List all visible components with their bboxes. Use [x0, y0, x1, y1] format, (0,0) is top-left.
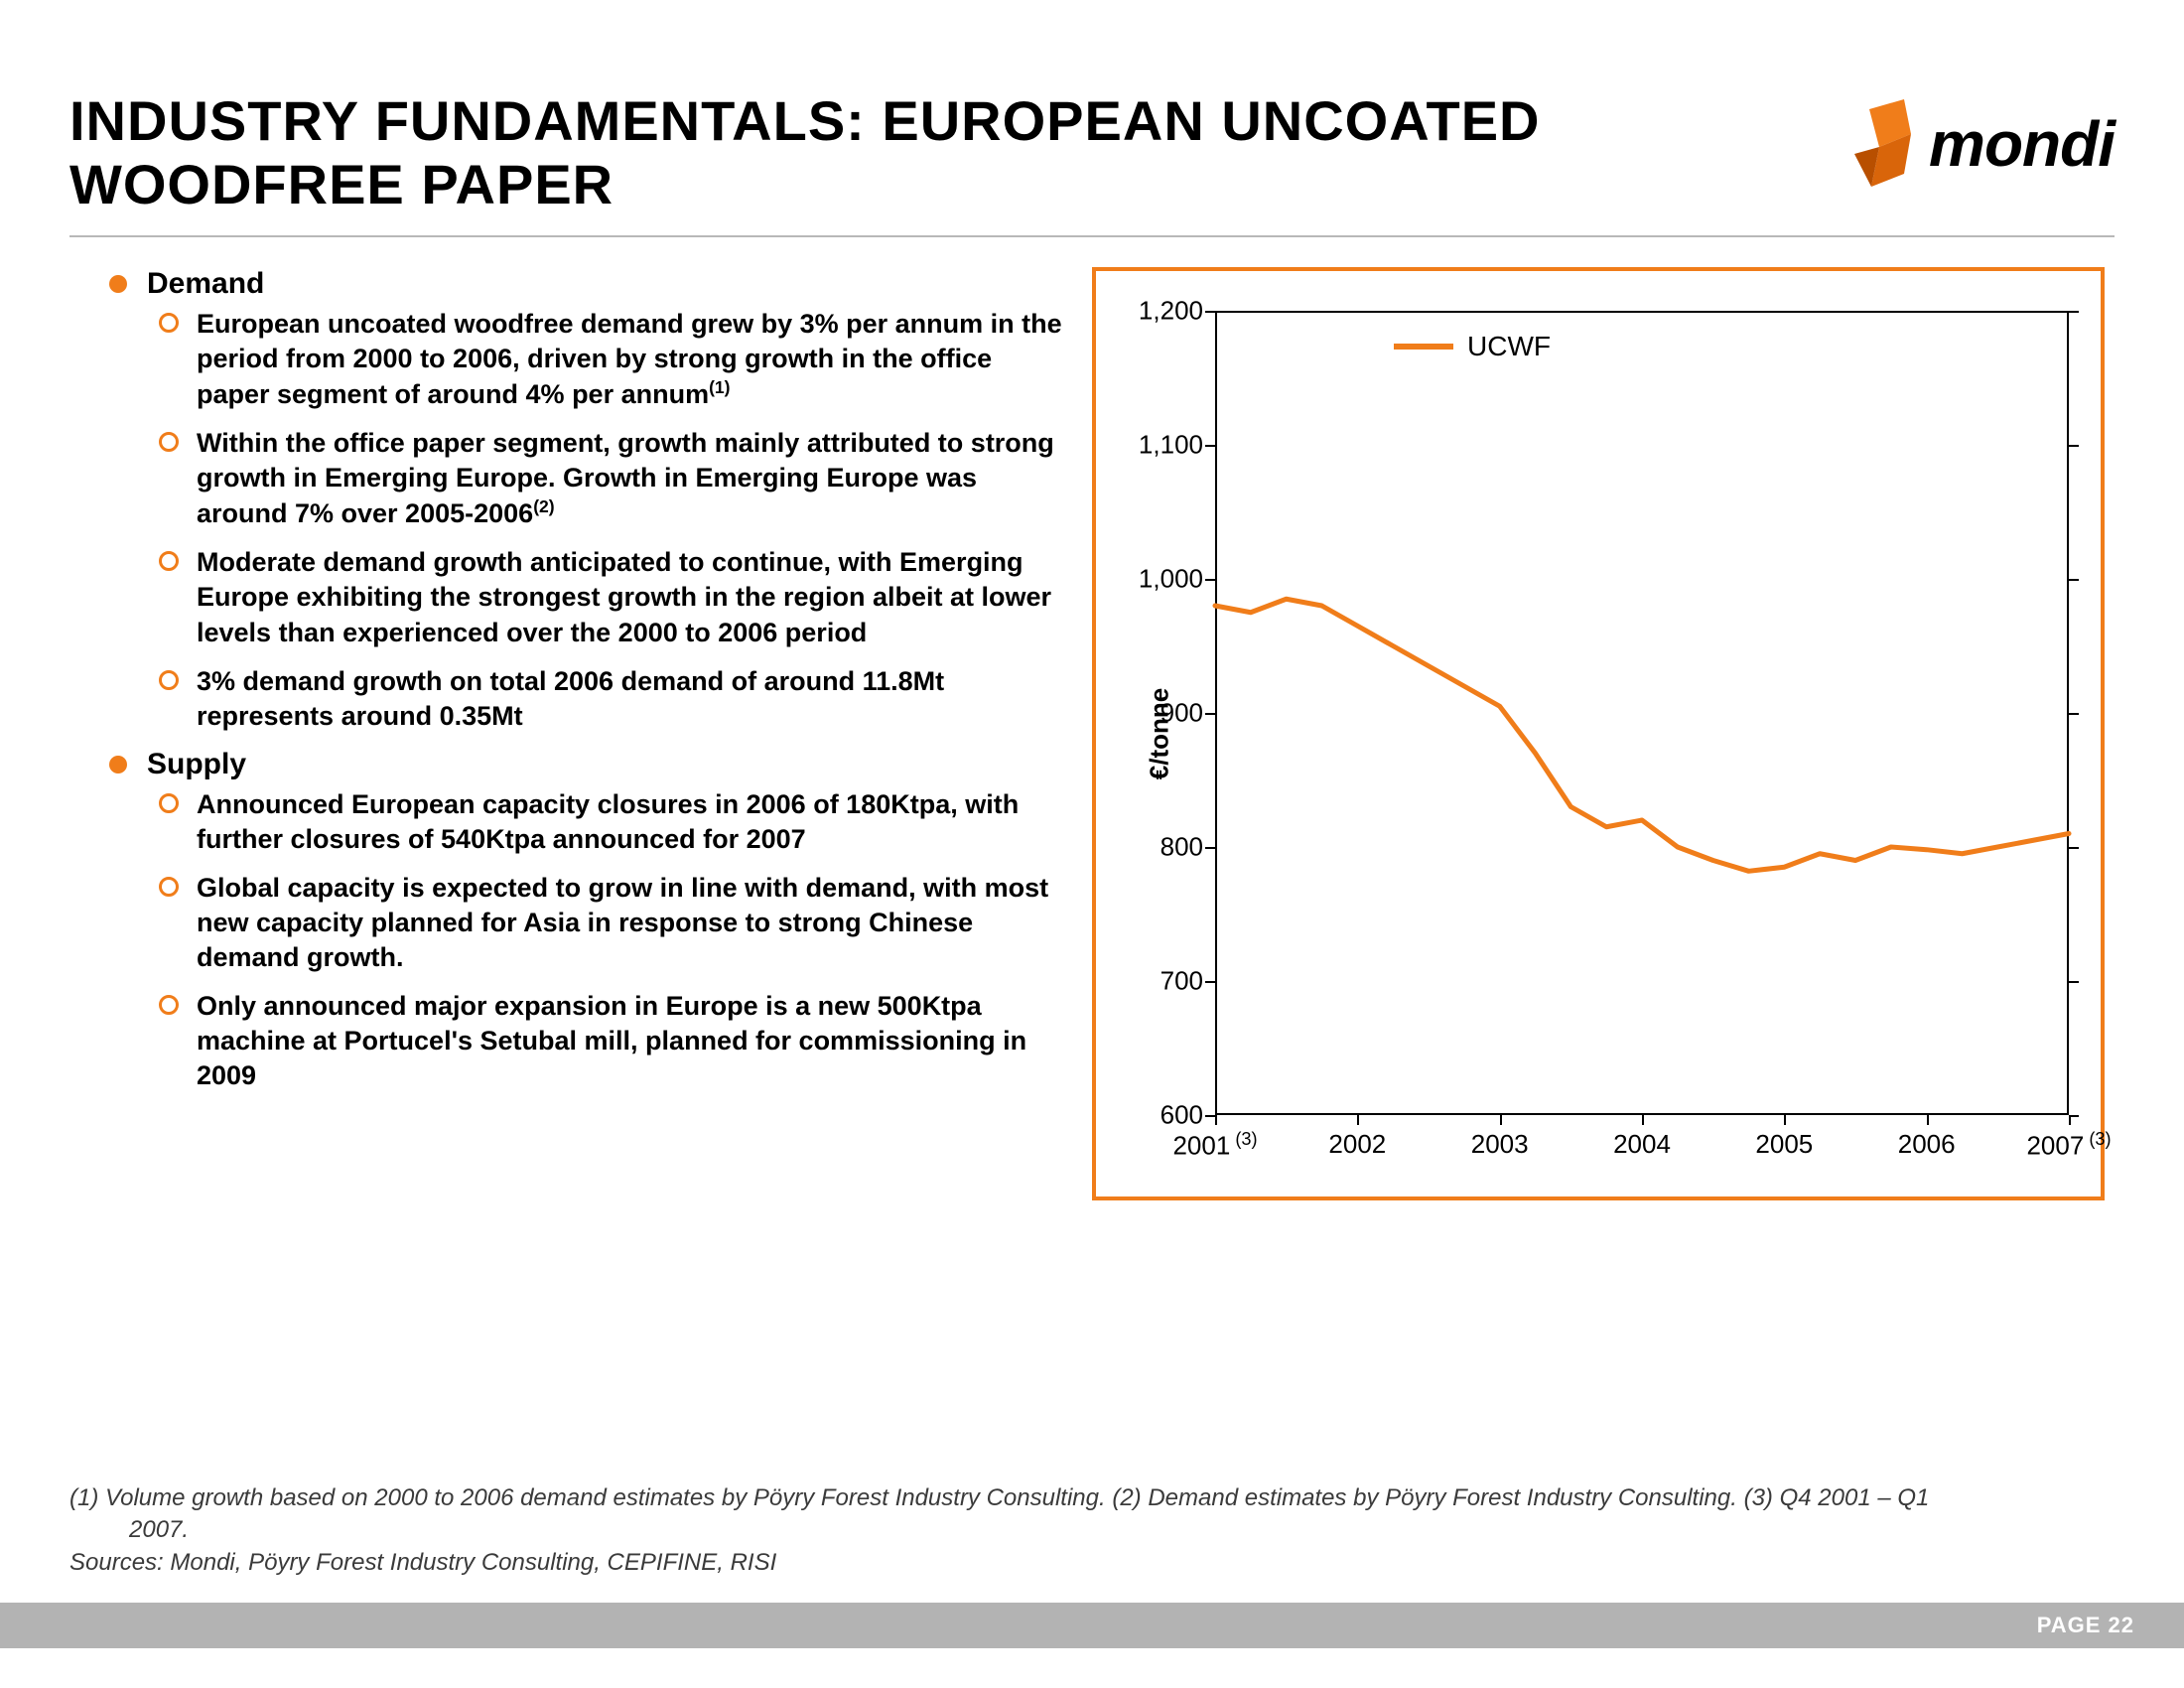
- content: Demand European uncoated woodfree demand …: [69, 267, 2115, 1200]
- ring-icon: [159, 877, 179, 897]
- y-tick: [2069, 847, 2079, 849]
- logo-icon: [1849, 99, 1919, 189]
- ring-icon: [159, 670, 179, 690]
- sub-bullet: Within the office paper segment, growth …: [159, 426, 1082, 531]
- ring-icon: [159, 793, 179, 813]
- sub-bullet-text: Moderate demand growth anticipated to co…: [197, 545, 1070, 649]
- x-tick: [1215, 1115, 1217, 1125]
- y-tick-label: 1,100: [1139, 429, 1203, 460]
- x-tick-label: 2005: [1755, 1129, 1813, 1160]
- y-tick-label: 900: [1160, 697, 1203, 728]
- x-tick-label: 2001 (3): [1172, 1129, 1257, 1162]
- slide: INDUSTRY FUNDAMENTALS: EUROPEAN UNCOATED…: [0, 0, 2184, 1688]
- bullet-section-label: Supply: [147, 748, 246, 781]
- y-tick-label: 1,200: [1139, 295, 1203, 326]
- sub-bullet: European uncoated woodfree demand grew b…: [159, 307, 1082, 412]
- sub-bullet: Moderate demand growth anticipated to co…: [159, 545, 1082, 649]
- bullet-list: Demand European uncoated woodfree demand …: [109, 267, 1082, 1094]
- right-column: €/tonne UCWF 6007008009001,0001,1001,200…: [1092, 267, 2115, 1200]
- page-title: INDUSTRY FUNDAMENTALS: EUROPEAN UNCOATED…: [69, 89, 1658, 217]
- x-tick: [1500, 1115, 1502, 1125]
- sub-bullet: Global capacity is expected to grow in l…: [159, 871, 1082, 975]
- y-tick: [1205, 579, 1215, 581]
- y-tick: [2069, 981, 2079, 983]
- y-tick: [1205, 445, 1215, 447]
- left-column: Demand European uncoated woodfree demand …: [109, 267, 1082, 1200]
- sub-bullet-text: Only announced major expansion in Europe…: [197, 989, 1070, 1093]
- ring-icon: [159, 995, 179, 1015]
- y-tick-label: 600: [1160, 1099, 1203, 1130]
- x-tick-label: 2007 (3): [2026, 1129, 2111, 1162]
- sub-bullet-list: Announced European capacity closures in …: [159, 787, 1082, 1094]
- x-tick-label: 2004: [1613, 1129, 1671, 1160]
- x-tick: [1784, 1115, 1786, 1125]
- y-tick: [1205, 1115, 1215, 1117]
- bullet-dot-icon: [109, 275, 127, 293]
- y-tick: [2069, 445, 2079, 447]
- y-tick: [1205, 847, 1215, 849]
- chart-line: [1215, 311, 2069, 1115]
- logo-text: mondi: [1929, 107, 2115, 181]
- sub-bullet-text: Global capacity is expected to grow in l…: [197, 871, 1070, 975]
- footnote-line1: (1) Volume growth based on 2000 to 2006 …: [69, 1484, 1929, 1511]
- y-tick: [1205, 311, 1215, 313]
- y-tick: [1205, 713, 1215, 715]
- sub-bullet: Announced European capacity closures in …: [159, 787, 1082, 857]
- chart-plot-area: UCWF 6007008009001,0001,1001,2002001 (3)…: [1215, 311, 2069, 1115]
- footnotes: (1) Volume growth based on 2000 to 2006 …: [69, 1482, 2115, 1579]
- sub-bullet: Only announced major expansion in Europe…: [159, 989, 1082, 1093]
- sub-bullet-text: 3% demand growth on total 2006 demand of…: [197, 664, 1070, 734]
- bullet-section: Supply Announced European capacity closur…: [109, 748, 1082, 1094]
- logo: mondi: [1849, 99, 2115, 189]
- x-tick-label: 2003: [1471, 1129, 1529, 1160]
- x-tick-label: 2006: [1898, 1129, 1956, 1160]
- sub-bullet-list: European uncoated woodfree demand grew b…: [159, 307, 1082, 734]
- ring-icon: [159, 551, 179, 571]
- ring-icon: [159, 313, 179, 333]
- footer-bar: [0, 1603, 2184, 1648]
- y-tick-label: 700: [1160, 965, 1203, 996]
- sub-bullet-text: European uncoated woodfree demand grew b…: [197, 307, 1070, 412]
- divider: [69, 235, 2115, 237]
- bullet-section: Demand European uncoated woodfree demand …: [109, 267, 1082, 734]
- y-tick: [1205, 981, 1215, 983]
- x-tick-label: 2002: [1328, 1129, 1386, 1160]
- y-tick: [2069, 713, 2079, 715]
- page-number: PAGE 22: [2037, 1613, 2134, 1638]
- sub-bullet-text: Within the office paper segment, growth …: [197, 426, 1070, 531]
- y-tick: [2069, 579, 2079, 581]
- x-tick: [1927, 1115, 1929, 1125]
- sub-bullet-text: Announced European capacity closures in …: [197, 787, 1070, 857]
- ring-icon: [159, 432, 179, 452]
- x-tick: [1642, 1115, 1644, 1125]
- header-row: INDUSTRY FUNDAMENTALS: EUROPEAN UNCOATED…: [69, 89, 2115, 217]
- sub-bullet: 3% demand growth on total 2006 demand of…: [159, 664, 1082, 734]
- y-tick-label: 800: [1160, 831, 1203, 862]
- y-tick-label: 1,000: [1139, 563, 1203, 594]
- x-tick: [2069, 1115, 2071, 1125]
- y-tick: [2069, 311, 2079, 313]
- x-tick: [1357, 1115, 1359, 1125]
- bullet-section-label: Demand: [147, 267, 264, 301]
- bullet-dot-icon: [109, 756, 127, 774]
- footnote-line1-cont: 2007.: [69, 1514, 2115, 1546]
- chart-container: €/tonne UCWF 6007008009001,0001,1001,200…: [1092, 267, 2105, 1200]
- footnote-sources: Sources: Mondi, Pöyry Forest Industry Co…: [69, 1549, 776, 1576]
